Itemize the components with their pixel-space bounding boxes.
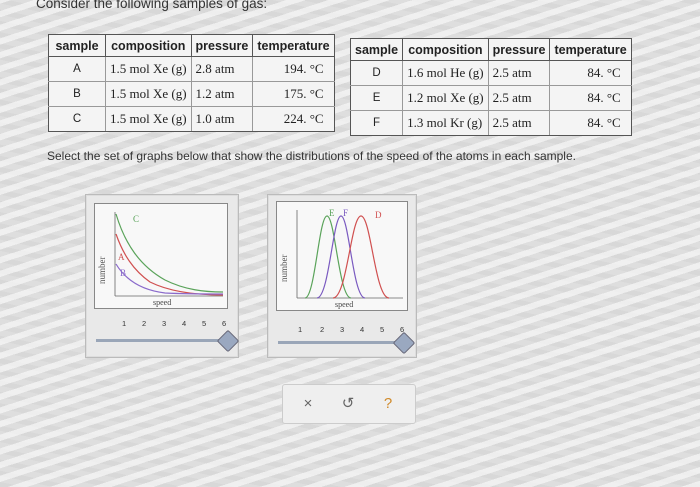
tick-label: 4 xyxy=(182,319,187,328)
pressure-cell: 1.2 atm xyxy=(190,81,254,107)
header-pressure: pressure xyxy=(487,38,551,61)
tick-label: 6 xyxy=(400,325,405,334)
samples-table-right: sample composition pressure temperature … xyxy=(349,38,632,136)
sample-cell: D xyxy=(349,60,404,86)
curve-label-b: B xyxy=(120,268,127,278)
tick-label: 1 xyxy=(122,319,127,328)
table-row: E 1.2 mol Xe (g) 2.5 atm 84. °C xyxy=(349,85,632,111)
composition-cell: 1.5 mol Xe (g) xyxy=(105,56,192,82)
curve-label-f: F xyxy=(343,208,349,218)
curve-a xyxy=(115,233,224,296)
speed-distribution-plot-2: number speed E F D xyxy=(276,201,408,311)
sample-cell: A xyxy=(48,56,106,82)
table-row: C 1.5 mol Xe (g) 1.0 atm 224. °C xyxy=(48,106,335,132)
undo-button[interactable]: ↺ xyxy=(341,395,355,412)
header-sample: sample xyxy=(349,38,404,61)
composition-cell: 1.6 mol He (g) xyxy=(402,60,489,86)
tick-label: 2 xyxy=(142,319,147,328)
tick-label: 3 xyxy=(162,319,167,328)
temperature-cell: 84. °C xyxy=(549,60,632,86)
slider-track[interactable] xyxy=(96,339,224,342)
pressure-cell: 2.8 atm xyxy=(190,56,254,82)
tick-label: 4 xyxy=(360,325,365,334)
header-pressure: pressure xyxy=(190,34,254,57)
header-temperature: temperature xyxy=(252,34,335,57)
speed-distribution-plot-1: number speed C A B xyxy=(94,203,228,309)
sample-cell: F xyxy=(349,110,404,136)
table-row: F 1.3 mol Kr (g) 2.5 atm 84. °C xyxy=(349,110,632,136)
header-composition: composition xyxy=(402,38,489,61)
pressure-cell: 1.0 atm xyxy=(190,106,254,132)
table-row: A 1.5 mol Xe (g) 2.8 atm 194. °C xyxy=(48,56,335,82)
answer-actions: × ↺ ? xyxy=(282,384,416,424)
composition-cell: 1.5 mol Xe (g) xyxy=(105,106,192,132)
curves-svg xyxy=(114,212,224,297)
curves-svg xyxy=(296,210,403,299)
composition-cell: 1.2 mol Xe (g) xyxy=(402,85,489,111)
tick-label: 5 xyxy=(380,325,385,334)
slider-handle[interactable] xyxy=(392,331,416,355)
temperature-cell: 84. °C xyxy=(549,110,632,136)
clear-button[interactable]: × xyxy=(303,395,313,412)
header-composition: composition xyxy=(105,34,192,57)
slider-handle[interactable] xyxy=(216,329,240,353)
curve-b xyxy=(115,263,224,295)
curve-d xyxy=(332,215,390,299)
temperature-cell: 84. °C xyxy=(549,85,632,111)
sample-cell: B xyxy=(48,81,106,107)
curve-label-c: C xyxy=(133,214,140,224)
curve-label-a: A xyxy=(118,252,125,262)
table-header-row: sample composition pressure temperature xyxy=(48,34,335,57)
tick-label: 3 xyxy=(340,325,345,334)
curve-e xyxy=(304,215,352,299)
tick-label: 1 xyxy=(298,325,303,334)
graph-option-2[interactable]: number speed E F D 1 2 3 4 5 6 xyxy=(267,194,417,358)
samples-table-left: sample composition pressure temperature … xyxy=(48,34,335,132)
table-row: D 1.6 mol He (g) 2.5 atm 84. °C xyxy=(349,60,632,86)
header-sample: sample xyxy=(48,34,106,57)
composition-cell: 1.3 mol Kr (g) xyxy=(402,110,489,136)
help-button[interactable]: ? xyxy=(383,395,393,412)
tick-label: 5 xyxy=(202,319,207,328)
composition-cell: 1.5 mol Xe (g) xyxy=(105,81,192,107)
pressure-cell: 2.5 atm xyxy=(487,85,551,111)
question-text: Consider the following samples of gas: xyxy=(36,0,268,11)
sample-cell: C xyxy=(48,106,106,132)
curve-label-d: D xyxy=(375,210,382,220)
pressure-cell: 2.5 atm xyxy=(487,110,551,136)
temperature-cell: 194. °C xyxy=(252,56,335,82)
x-axis-label: speed xyxy=(335,300,354,309)
pressure-cell: 2.5 atm xyxy=(487,60,551,86)
sample-cell: E xyxy=(349,85,404,111)
curve-c xyxy=(115,213,224,293)
x-axis-label: speed xyxy=(153,298,172,307)
instruction-text: Select the set of graphs below that show… xyxy=(47,149,576,163)
header-temperature: temperature xyxy=(549,38,632,61)
tick-label: 6 xyxy=(222,319,227,328)
graph-option-1[interactable]: number speed C A B 1 2 3 4 5 6 xyxy=(85,194,240,358)
slider-track[interactable] xyxy=(278,341,402,344)
table-row: B 1.5 mol Xe (g) 1.2 atm 175. °C xyxy=(48,81,335,107)
temperature-cell: 224. °C xyxy=(252,106,335,132)
tick-label: 2 xyxy=(320,325,325,334)
curve-label-e: E xyxy=(329,208,335,218)
curve-f xyxy=(316,215,366,299)
table-header-row: sample composition pressure temperature xyxy=(349,38,632,61)
temperature-cell: 175. °C xyxy=(252,81,335,107)
